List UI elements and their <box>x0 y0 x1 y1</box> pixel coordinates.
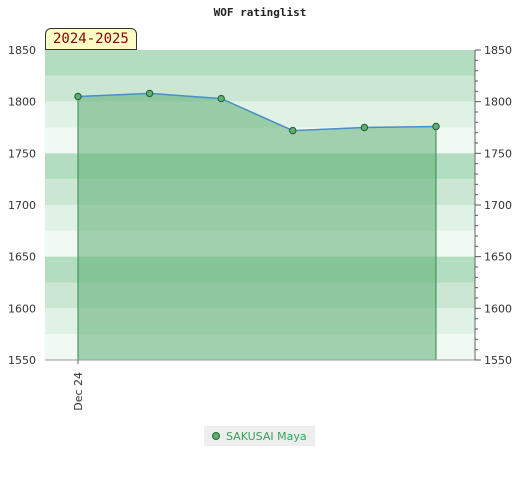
y-tick-label-left: 1600 <box>8 302 36 315</box>
legend[interactable]: SAKUSAI Maya <box>204 426 315 446</box>
rating-point <box>289 126 297 135</box>
tick-labels: 1550 1550 1600 1600 1650 1650 1700 1700 1750 1750… <box>8 44 512 411</box>
y-tick-label-right: 1750 <box>484 147 512 160</box>
y-tick-label-right: 1550 <box>484 354 512 367</box>
y-tick-label-right: 1600 <box>484 302 512 315</box>
y-tick-label-right: 1650 <box>484 251 512 264</box>
y-tick-label-right: 1850 <box>484 44 512 57</box>
background-band <box>45 50 475 76</box>
x-tick-label: Dec 24 <box>72 372 85 411</box>
rating-line <box>77 92 437 132</box>
y-tick-label-right: 1700 <box>484 199 512 212</box>
axes <box>45 49 481 364</box>
rating-point <box>217 94 225 103</box>
y-tick-label-right: 1800 <box>484 96 512 109</box>
chart-title: WOF ratinglist <box>213 6 307 19</box>
rating-point <box>74 92 82 101</box>
rating-point <box>360 123 369 132</box>
y-tick-label-left: 1550 <box>8 354 36 367</box>
y-tick-label-left: 1750 <box>8 147 36 160</box>
y-tick-label-left: 1650 <box>8 251 36 264</box>
rating-area <box>77 92 437 361</box>
y-tick-label-left: 1800 <box>8 96 36 109</box>
season-badge: 2024-2025 <box>45 28 137 50</box>
rating-area-fill <box>77 92 437 361</box>
rating-points <box>74 89 440 135</box>
rating-point <box>432 122 440 131</box>
y-tick-label-left: 1700 <box>8 199 36 212</box>
legend-marker-icon <box>212 432 220 440</box>
legend-label: SAKUSAI Maya <box>226 429 307 443</box>
rating-point <box>145 89 154 98</box>
y-tick-label-left: 1850 <box>8 44 36 57</box>
